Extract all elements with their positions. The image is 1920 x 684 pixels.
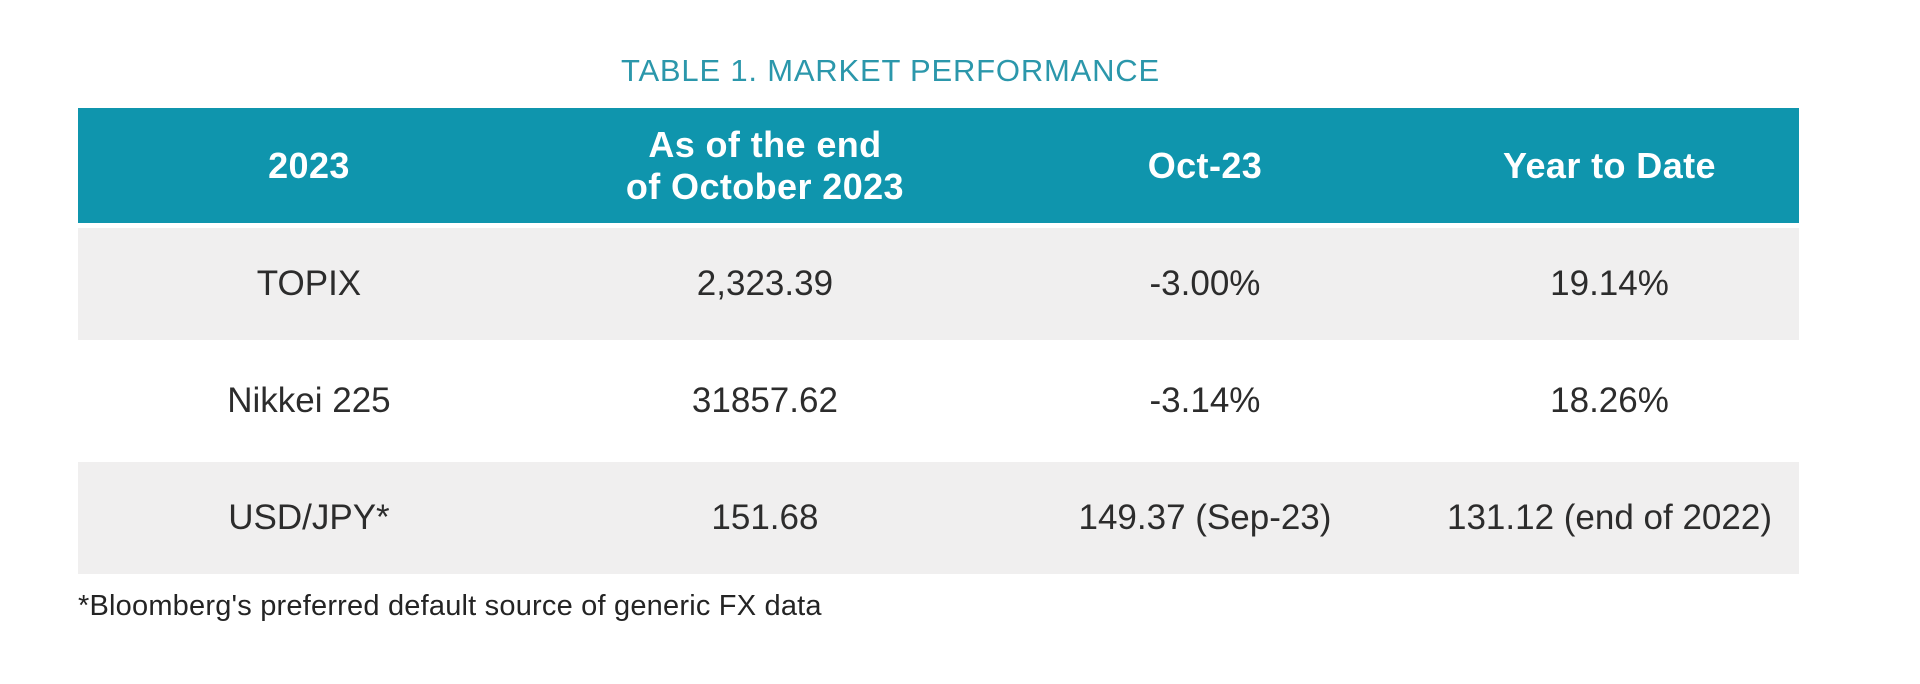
cell-value: 18.26% — [1420, 340, 1799, 457]
row-label: Nikkei 225 — [78, 340, 540, 457]
header-oct-23: Oct-23 — [989, 108, 1420, 223]
market-performance-table: 2023 As of the end of October 2023 Oct-2… — [78, 108, 1799, 574]
table-row: TOPIX 2,323.39 -3.00% 19.14% — [78, 223, 1799, 340]
cell-value: 131.12 (end of 2022) — [1420, 457, 1799, 574]
table-row: USD/JPY* 151.68 149.37 (Sep-23) 131.12 (… — [78, 457, 1799, 574]
cell-value: -3.14% — [989, 340, 1420, 457]
cell-value: 149.37 (Sep-23) — [989, 457, 1420, 574]
table-title: TABLE 1. MARKET PERFORMANCE — [621, 53, 1160, 88]
cell-value: 19.14% — [1420, 223, 1799, 340]
row-label: USD/JPY* — [78, 457, 540, 574]
header-year-to-date: Year to Date — [1420, 108, 1799, 223]
table-row: Nikkei 225 31857.62 -3.14% 18.26% — [78, 340, 1799, 457]
footnote: *Bloomberg's preferred default source of… — [78, 590, 822, 622]
cell-value: 151.68 — [539, 457, 990, 574]
header-as-of-end: As of the end of October 2023 — [539, 108, 990, 223]
page: TABLE 1. MARKET PERFORMANCE 2023 As of t… — [78, 0, 1799, 623]
cell-value: 2,323.39 — [539, 223, 990, 340]
cell-value: 31857.62 — [539, 340, 990, 457]
header-year: 2023 — [78, 108, 540, 223]
row-label: TOPIX — [78, 223, 540, 340]
header-row: 2023 As of the end of October 2023 Oct-2… — [78, 108, 1799, 223]
cell-value: -3.00% — [989, 223, 1420, 340]
